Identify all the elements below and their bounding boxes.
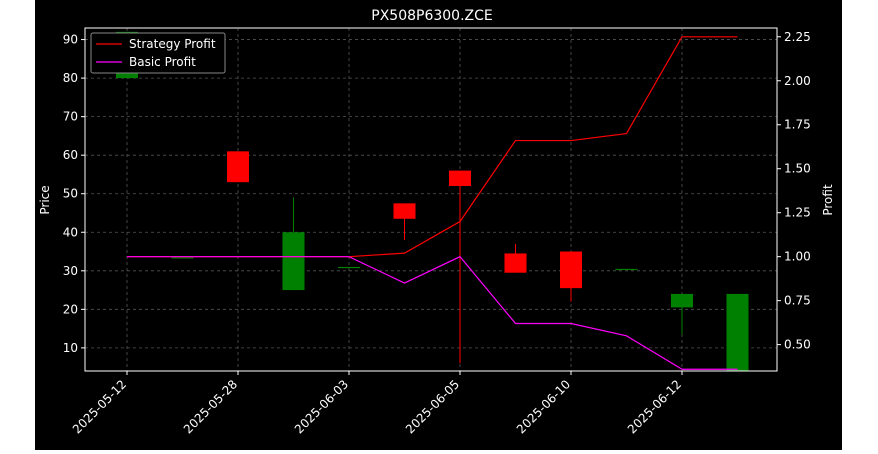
candle-body [726,293,749,371]
plot-frame [84,27,778,372]
y2-tick-label: 2.25 [784,30,811,44]
y2-tick-label: 1.75 [784,118,811,132]
candle-body [449,170,471,187]
legend: Strategy Profit Basic Profit [90,32,226,74]
candle-body [393,203,416,219]
legend-box [90,32,226,74]
y-tick-label: 30 [63,264,78,278]
y-tick-label: 50 [63,187,78,201]
y2-tick-label: 1.00 [784,250,811,264]
candle-body [171,257,194,259]
candle-body [282,232,305,291]
x-tick-label: 2025-06-03 [292,377,351,436]
y2-tick-label: 0.75 [784,294,811,308]
y2-tick-label: 2.00 [784,74,811,88]
y-tick-label: 40 [63,225,78,239]
y-tick-label: 60 [63,148,78,162]
x-axis: 2025-05-12 2025-05-28 2025-06-03 2025-06-05… [70,371,684,436]
x-tick-label: 2025-05-28 [181,377,240,436]
x-tick-label: 2025-06-05 [403,377,462,436]
y2-tick-label: 1.50 [784,162,811,176]
legend-label-strategy: Strategy Profit [129,37,216,51]
y-tick-label: 80 [63,71,78,85]
candle-body [338,266,360,269]
y2-tick-label: 0.50 [784,338,811,352]
y-tick-label: 20 [63,302,78,316]
x-tick-label: 2025-05-12 [70,377,129,436]
candle-body [227,151,249,183]
x-tick-label: 2025-06-10 [514,377,573,436]
candle-body [615,268,638,271]
y-axis-label: Price [38,185,52,214]
candle-body [504,253,527,273]
candle-body [671,293,693,308]
profit-lines [127,36,738,370]
y-tick-label: 90 [63,33,78,47]
basic-profit-line [127,255,738,370]
candle-body [560,251,582,289]
y-tick-label: 70 [63,110,78,124]
x-tick-label: 2025-06-12 [625,377,684,436]
y-tick-label: 10 [63,341,78,355]
chart-title: PX508P6300.ZCE [371,8,493,24]
y-axis-right: 0.50 0.75 1.00 1.25 1.50 1.75 2.00 2.25 [777,30,811,352]
y2-tick-label: 1.25 [784,206,811,220]
chart-figure: PX508P6300.ZCE 10 20 30 40 50 60 70 80 90 0.50 0.… [35,0,842,450]
grid [85,28,777,371]
y2-axis-label: Profit [821,184,835,216]
y-axis-left: 10 20 30 40 50 60 70 80 90 [63,33,85,355]
candles [116,31,749,371]
legend-label-basic: Basic Profit [129,55,196,69]
